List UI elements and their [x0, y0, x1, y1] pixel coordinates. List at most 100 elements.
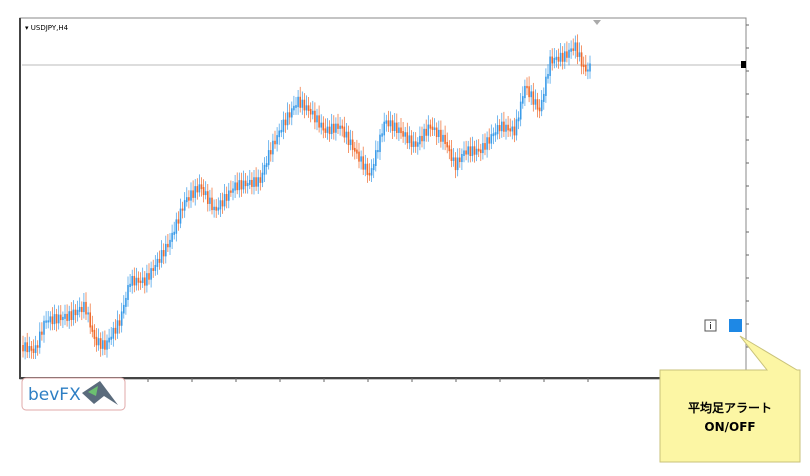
candle-body	[156, 258, 159, 267]
candle-body	[200, 184, 203, 190]
candle-body	[429, 124, 432, 129]
candle-body	[528, 86, 530, 98]
chart-frame	[19, 17, 747, 380]
candle-body	[515, 119, 518, 136]
candle-body	[503, 121, 505, 132]
candle-body	[267, 150, 270, 166]
candle-body	[480, 149, 482, 154]
candle-body	[368, 172, 371, 176]
candle-body	[471, 146, 474, 156]
candle-body	[162, 250, 165, 257]
candle-body	[81, 306, 83, 313]
info-button-label[interactable]: i	[709, 322, 712, 332]
candle-body	[417, 142, 419, 147]
candle-body	[198, 184, 201, 193]
candle-body	[280, 129, 283, 133]
candle-body	[238, 180, 241, 191]
candle-body	[522, 96, 524, 104]
candle-body	[341, 125, 343, 129]
candle-body	[513, 126, 516, 136]
candle-body	[165, 243, 167, 257]
candle-body	[461, 153, 463, 163]
candle-body	[339, 125, 341, 129]
candle-body	[265, 163, 268, 167]
candle-body	[183, 200, 186, 211]
candle-body	[249, 179, 251, 185]
candle-body	[70, 311, 73, 321]
callout-line2: ON/OFF	[704, 420, 755, 434]
candle-body	[410, 135, 413, 147]
candle-body	[263, 164, 266, 175]
candle-body	[473, 146, 476, 155]
candle-body	[534, 99, 537, 105]
candle-body	[425, 128, 427, 136]
candle-body	[347, 131, 350, 146]
candle-body	[167, 243, 169, 248]
candle-body	[402, 131, 404, 137]
candle-body	[144, 277, 146, 286]
candle-body	[114, 327, 117, 334]
candle-body	[381, 133, 383, 137]
candle-body	[236, 182, 238, 191]
candle-body	[412, 141, 415, 147]
candle-body	[333, 123, 335, 133]
candle-body	[318, 115, 320, 128]
candle-body	[301, 99, 304, 108]
candle-body	[442, 134, 444, 142]
candle-body	[225, 194, 228, 201]
candle-body	[354, 147, 356, 152]
candle-body	[501, 121, 503, 132]
candle-body	[408, 135, 411, 144]
candle-body	[51, 316, 54, 325]
callout-line1: 平均足アラート	[688, 400, 772, 415]
candle-body	[316, 115, 318, 123]
candle-body	[68, 311, 70, 321]
candle-body	[221, 200, 224, 207]
candle-body	[223, 194, 226, 207]
alert-toggle[interactable]	[729, 319, 742, 332]
candle-body	[393, 122, 396, 132]
candle-body	[465, 150, 467, 155]
candle-body	[322, 122, 325, 131]
candle-body	[538, 107, 541, 112]
candle-body	[496, 125, 499, 135]
candle-body	[356, 149, 358, 154]
candle-body	[91, 325, 94, 332]
candle-body	[377, 150, 379, 153]
candle-body	[137, 277, 140, 283]
candle-body	[232, 188, 234, 193]
candle-body	[83, 301, 85, 313]
candle-body	[202, 187, 205, 196]
candle-body	[106, 340, 108, 350]
candle-body	[366, 163, 369, 175]
candle-body	[314, 110, 316, 123]
candle-body	[108, 337, 110, 343]
candle-body	[343, 126, 346, 138]
candle-body	[64, 313, 66, 319]
candle-body	[131, 276, 133, 286]
candle-body	[179, 208, 182, 224]
candle-body	[76, 309, 79, 316]
candle-body	[34, 345, 37, 353]
candle-body	[463, 150, 465, 156]
candle-body	[574, 42, 577, 51]
logo-leaf	[88, 386, 98, 396]
candle-body	[469, 146, 472, 156]
candle-body	[284, 119, 287, 126]
candle-body	[213, 206, 215, 211]
candle-body	[372, 163, 375, 171]
candle-body	[57, 314, 60, 324]
candle-body	[564, 51, 566, 62]
candle-body	[587, 69, 589, 72]
candle-body	[120, 311, 123, 326]
info-button[interactable]	[704, 319, 717, 332]
candle-body	[452, 157, 455, 161]
candle-body	[448, 145, 451, 152]
candle-body	[391, 120, 394, 132]
candle-body	[423, 128, 425, 142]
candle-body	[385, 120, 388, 124]
candle-body	[299, 96, 301, 108]
candle-body	[297, 96, 299, 108]
candle-body	[494, 132, 497, 136]
